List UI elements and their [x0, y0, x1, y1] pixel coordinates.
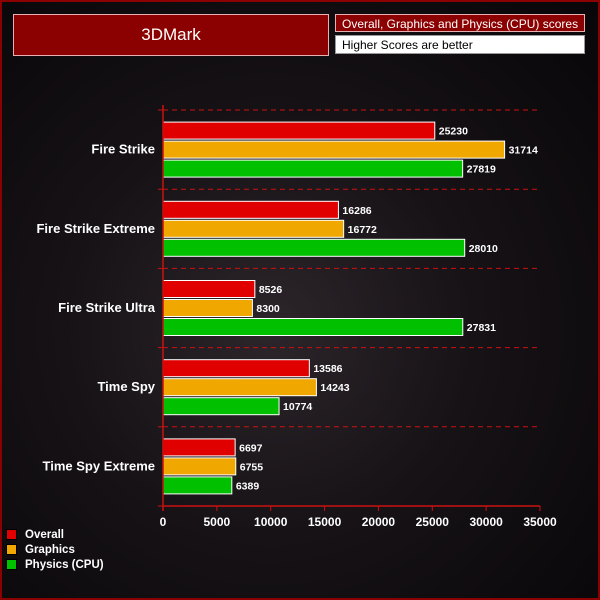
legend-swatch-overall: [6, 529, 17, 540]
category-label: Time Spy Extreme: [43, 458, 155, 473]
data-label-graphics: 31714: [509, 145, 538, 157]
bar-overall: [162, 359, 310, 378]
x-tick-label: 30000: [469, 515, 503, 529]
data-label-physics: 6389: [236, 480, 260, 492]
chart-title: 3DMark: [13, 14, 329, 56]
legend-label-graphics: Graphics: [25, 543, 75, 556]
chart-subtitle: Overall, Graphics and Physics (CPU) scor…: [335, 14, 585, 32]
bar-overall: [162, 438, 236, 457]
chart-note: Higher Scores are better: [335, 35, 585, 54]
bar-physics: [162, 238, 466, 257]
bar-graphics: [162, 219, 345, 238]
legend-item-physics: Physics (CPU): [6, 557, 104, 572]
x-tick-label: 5000: [204, 515, 231, 529]
bar-overall: [162, 280, 256, 298]
category-label: Time Spy: [97, 379, 155, 394]
data-label-graphics: 6755: [240, 461, 264, 473]
bar-physics: [162, 318, 464, 336]
data-label-overall: 6697: [239, 442, 263, 454]
data-label-overall: 13586: [313, 363, 342, 375]
x-tick-label: 10000: [254, 515, 288, 529]
data-label-physics: 28010: [469, 243, 498, 255]
data-label-physics: 27819: [467, 164, 496, 176]
bar-graphics: [162, 140, 506, 159]
bar-physics: [162, 397, 280, 416]
category-label: Fire Strike: [91, 142, 155, 157]
data-label-graphics: 8300: [256, 303, 280, 315]
data-label-physics: 10774: [283, 401, 312, 413]
category-label: Fire Strike Ultra: [58, 300, 156, 315]
legend-label-overall: Overall: [25, 528, 64, 541]
x-tick-label: 25000: [416, 515, 450, 529]
legend: Overall Graphics Physics (CPU): [6, 527, 104, 572]
data-label-graphics: 16772: [348, 224, 377, 236]
legend-swatch-graphics: [6, 544, 17, 555]
x-tick-label: 35000: [523, 515, 557, 529]
x-tick-label: 15000: [308, 515, 342, 529]
legend-item-graphics: Graphics: [6, 542, 104, 557]
legend-item-overall: Overall: [6, 527, 104, 542]
legend-label-physics: Physics (CPU): [25, 558, 104, 571]
bar-physics: [162, 159, 464, 178]
bar-physics: [162, 476, 233, 495]
bar-overall: [162, 200, 339, 219]
legend-swatch-physics: [6, 559, 17, 570]
x-tick-label: 0: [160, 515, 167, 529]
bar-overall: [162, 121, 436, 140]
bar-graphics: [162, 299, 253, 317]
category-label: Fire Strike Extreme: [36, 221, 155, 236]
bar-graphics: [162, 378, 317, 397]
bar-graphics: [162, 457, 237, 476]
data-label-overall: 8526: [259, 284, 283, 296]
data-label-overall: 25230: [439, 126, 468, 138]
data-label-graphics: 14243: [320, 382, 349, 394]
data-label-overall: 16286: [342, 205, 371, 217]
data-label-physics: 27831: [467, 322, 496, 334]
x-tick-label: 20000: [362, 515, 396, 529]
